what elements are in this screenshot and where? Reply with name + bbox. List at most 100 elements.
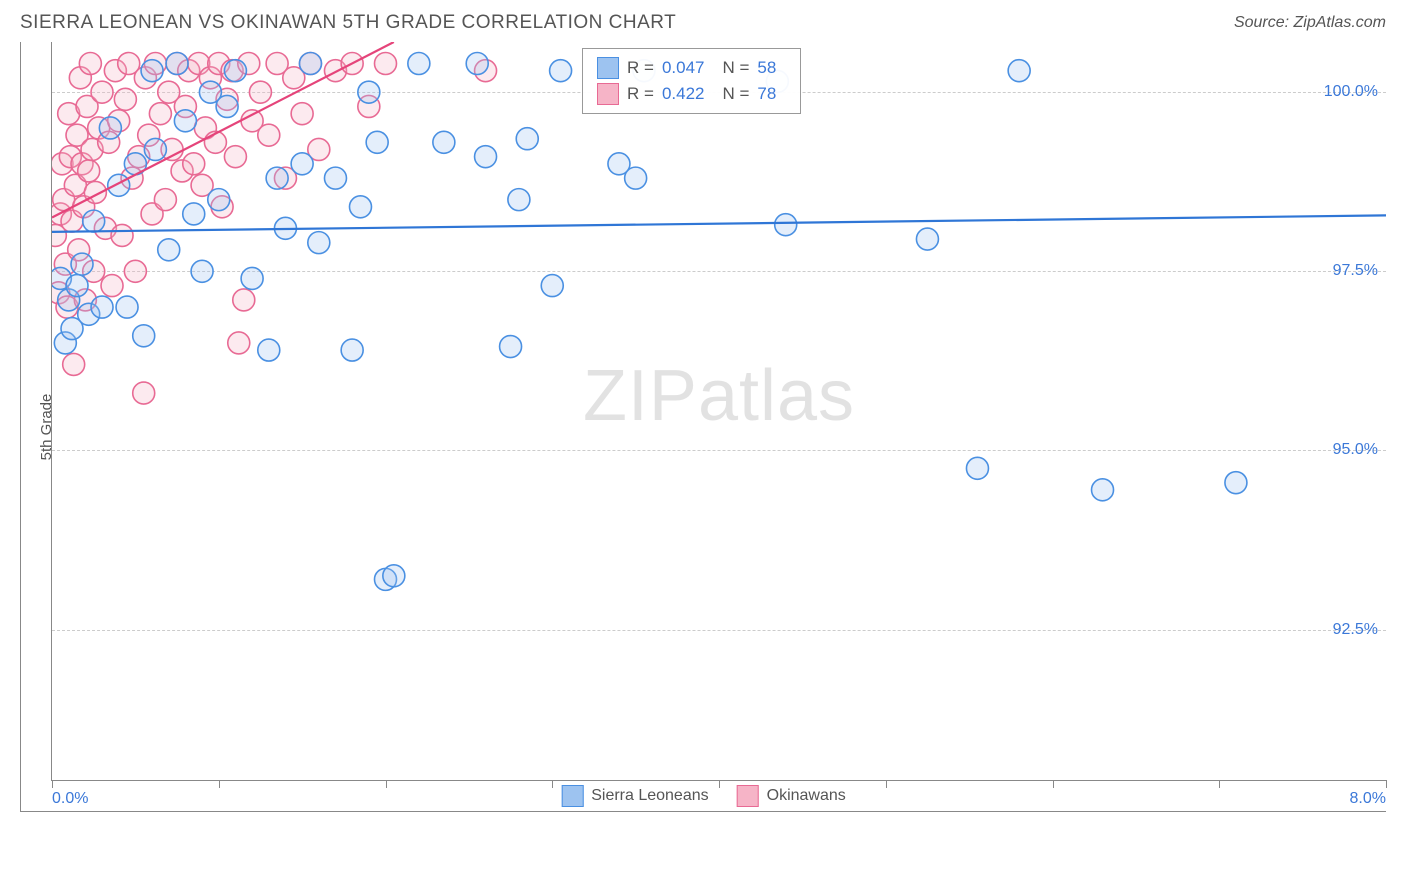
legend-label-1: Okinawans: [767, 787, 846, 805]
data-point: [249, 81, 271, 103]
data-point: [291, 103, 313, 125]
data-point: [308, 232, 330, 254]
data-point: [1225, 472, 1247, 494]
swatch-series-1: [597, 83, 619, 105]
data-point: [366, 131, 388, 153]
r-label-1: R =: [627, 84, 654, 104]
data-point: [358, 81, 380, 103]
data-point: [133, 382, 155, 404]
data-point: [241, 267, 263, 289]
data-point: [916, 228, 938, 250]
data-point: [191, 260, 213, 282]
x-tick: [219, 780, 220, 788]
data-point: [149, 103, 171, 125]
data-point: [166, 52, 188, 74]
x-tick: [1386, 780, 1387, 788]
chart-title: SIERRA LEONEAN VS OKINAWAN 5TH GRADE COR…: [20, 12, 676, 34]
data-point: [775, 214, 797, 236]
swatch-bottom-1: [737, 785, 759, 807]
r-value-0: 0.047: [662, 58, 705, 78]
data-point: [108, 174, 130, 196]
data-point: [99, 117, 121, 139]
data-point: [124, 260, 146, 282]
plot-area: ZIPatlas R = 0.047 N = 58 R = 0.422 N = …: [51, 42, 1386, 781]
data-point: [111, 224, 133, 246]
data-point: [174, 110, 196, 132]
data-point: [324, 167, 346, 189]
data-point: [233, 289, 255, 311]
data-point: [66, 275, 88, 297]
data-point: [966, 457, 988, 479]
data-point: [114, 88, 136, 110]
data-point: [91, 81, 113, 103]
x-tick-label-min: 0.0%: [52, 790, 88, 808]
data-point: [133, 325, 155, 347]
legend-item-0: Sierra Leoneans: [561, 785, 708, 807]
legend-bottom: Sierra Leoneans Okinawans: [561, 785, 846, 807]
legend-label-0: Sierra Leoneans: [591, 787, 708, 805]
data-point: [71, 253, 93, 275]
n-label-0: N =: [722, 58, 749, 78]
data-point: [224, 146, 246, 168]
x-tick: [1219, 780, 1220, 788]
data-point: [79, 52, 101, 74]
source-attribution: Source: ZipAtlas.com: [1234, 14, 1386, 32]
data-point: [625, 167, 647, 189]
x-tick: [1053, 780, 1054, 788]
x-tick: [552, 780, 553, 788]
data-point: [1092, 479, 1114, 501]
swatch-bottom-0: [561, 785, 583, 807]
chart-container: 5th Grade ZIPatlas R = 0.047 N = 58 R = …: [20, 42, 1386, 812]
data-point: [341, 339, 363, 361]
data-point: [91, 296, 113, 318]
n-value-0: 58: [757, 58, 776, 78]
data-point: [216, 95, 238, 117]
x-tick: [52, 780, 53, 788]
legend-stats-row-0: R = 0.047 N = 58: [597, 55, 786, 81]
data-point: [116, 296, 138, 318]
x-tick-label-max: 8.0%: [1350, 790, 1386, 808]
data-point: [144, 138, 166, 160]
data-point: [383, 565, 405, 587]
data-point: [154, 189, 176, 211]
data-point: [228, 332, 250, 354]
data-point: [158, 239, 180, 261]
data-point: [266, 167, 288, 189]
data-point: [541, 275, 563, 297]
data-point: [550, 60, 572, 82]
r-label-0: R =: [627, 58, 654, 78]
data-point: [141, 60, 163, 82]
x-tick: [886, 780, 887, 788]
data-point: [408, 52, 430, 74]
data-point: [63, 353, 85, 375]
legend-stats: R = 0.047 N = 58 R = 0.422 N = 78: [582, 48, 801, 114]
data-point: [1008, 60, 1030, 82]
n-label-1: N =: [722, 84, 749, 104]
data-point: [183, 153, 205, 175]
data-point: [258, 124, 280, 146]
r-value-1: 0.422: [662, 84, 705, 104]
scatter-svg: [52, 42, 1386, 780]
data-point: [349, 196, 371, 218]
data-point: [101, 275, 123, 297]
trend-line: [52, 215, 1386, 231]
legend-stats-row-1: R = 0.422 N = 78: [597, 81, 786, 107]
data-point: [78, 160, 100, 182]
n-value-1: 78: [757, 84, 776, 104]
data-point: [258, 339, 280, 361]
data-point: [375, 52, 397, 74]
data-point: [183, 203, 205, 225]
swatch-series-0: [597, 57, 619, 79]
data-point: [475, 146, 497, 168]
data-point: [291, 153, 313, 175]
data-point: [466, 52, 488, 74]
data-point: [433, 131, 455, 153]
data-point: [516, 128, 538, 150]
data-point: [508, 189, 530, 211]
chart-header: SIERRA LEONEAN VS OKINAWAN 5TH GRADE COR…: [0, 0, 1406, 42]
data-point: [83, 210, 105, 232]
x-tick: [386, 780, 387, 788]
data-point: [500, 336, 522, 358]
data-point: [224, 60, 246, 82]
data-point: [299, 52, 321, 74]
